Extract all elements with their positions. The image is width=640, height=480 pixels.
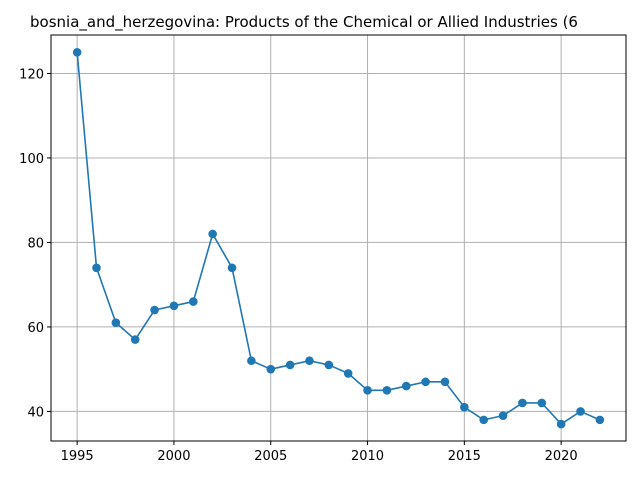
data-point bbox=[343, 369, 353, 378]
data-point bbox=[401, 381, 411, 391]
x-tick-label: 2015 bbox=[448, 449, 481, 464]
data-point bbox=[208, 229, 217, 239]
y-tick-label: 60 bbox=[27, 321, 44, 336]
data-point bbox=[595, 415, 605, 425]
plot-area bbox=[51, 35, 626, 441]
data-point bbox=[460, 402, 469, 412]
data-point bbox=[150, 305, 159, 315]
data-point bbox=[556, 419, 566, 429]
data-point bbox=[130, 335, 140, 344]
y-tick-label: 100 bbox=[19, 152, 44, 167]
data-point bbox=[72, 48, 82, 57]
data-point bbox=[92, 263, 101, 273]
data-point bbox=[518, 398, 527, 408]
data-point bbox=[576, 407, 585, 416]
x-axis-ticks: 1995 2000 2005 2010 2015 2020 bbox=[61, 441, 578, 464]
series-line-layer bbox=[76, 52, 601, 425]
data-point bbox=[188, 297, 198, 306]
data-points bbox=[72, 48, 605, 429]
data-point bbox=[479, 415, 489, 425]
y-tick-label: 40 bbox=[27, 405, 44, 420]
series-line bbox=[76, 52, 601, 425]
data-point bbox=[440, 377, 450, 387]
y-tick-label: 120 bbox=[19, 67, 44, 82]
data-point bbox=[324, 360, 334, 370]
data-point bbox=[421, 377, 430, 387]
data-point bbox=[285, 360, 295, 370]
data-point bbox=[498, 411, 508, 420]
x-tick-label: 2000 bbox=[157, 449, 190, 464]
data-point bbox=[227, 263, 237, 273]
data-point bbox=[111, 318, 121, 328]
data-point bbox=[363, 386, 372, 395]
x-tick-label: 2020 bbox=[545, 449, 578, 464]
plot-frame bbox=[50, 34, 627, 442]
x-tick-label: 2005 bbox=[254, 449, 287, 464]
y-tick-label: 80 bbox=[27, 236, 44, 251]
data-point bbox=[169, 301, 179, 311]
chart-title: bosnia_and_herzegovina: Products of the … bbox=[30, 13, 578, 32]
data-point bbox=[305, 356, 314, 366]
data-point bbox=[382, 386, 392, 395]
x-tick-label: 2010 bbox=[351, 449, 384, 464]
data-point bbox=[247, 356, 256, 366]
x-tick-label: 1995 bbox=[61, 449, 94, 464]
data-point bbox=[266, 364, 276, 374]
y-axis-ticks: 40 60 80 100 120 bbox=[19, 67, 51, 420]
grid bbox=[51, 35, 626, 441]
data-point bbox=[537, 398, 547, 408]
